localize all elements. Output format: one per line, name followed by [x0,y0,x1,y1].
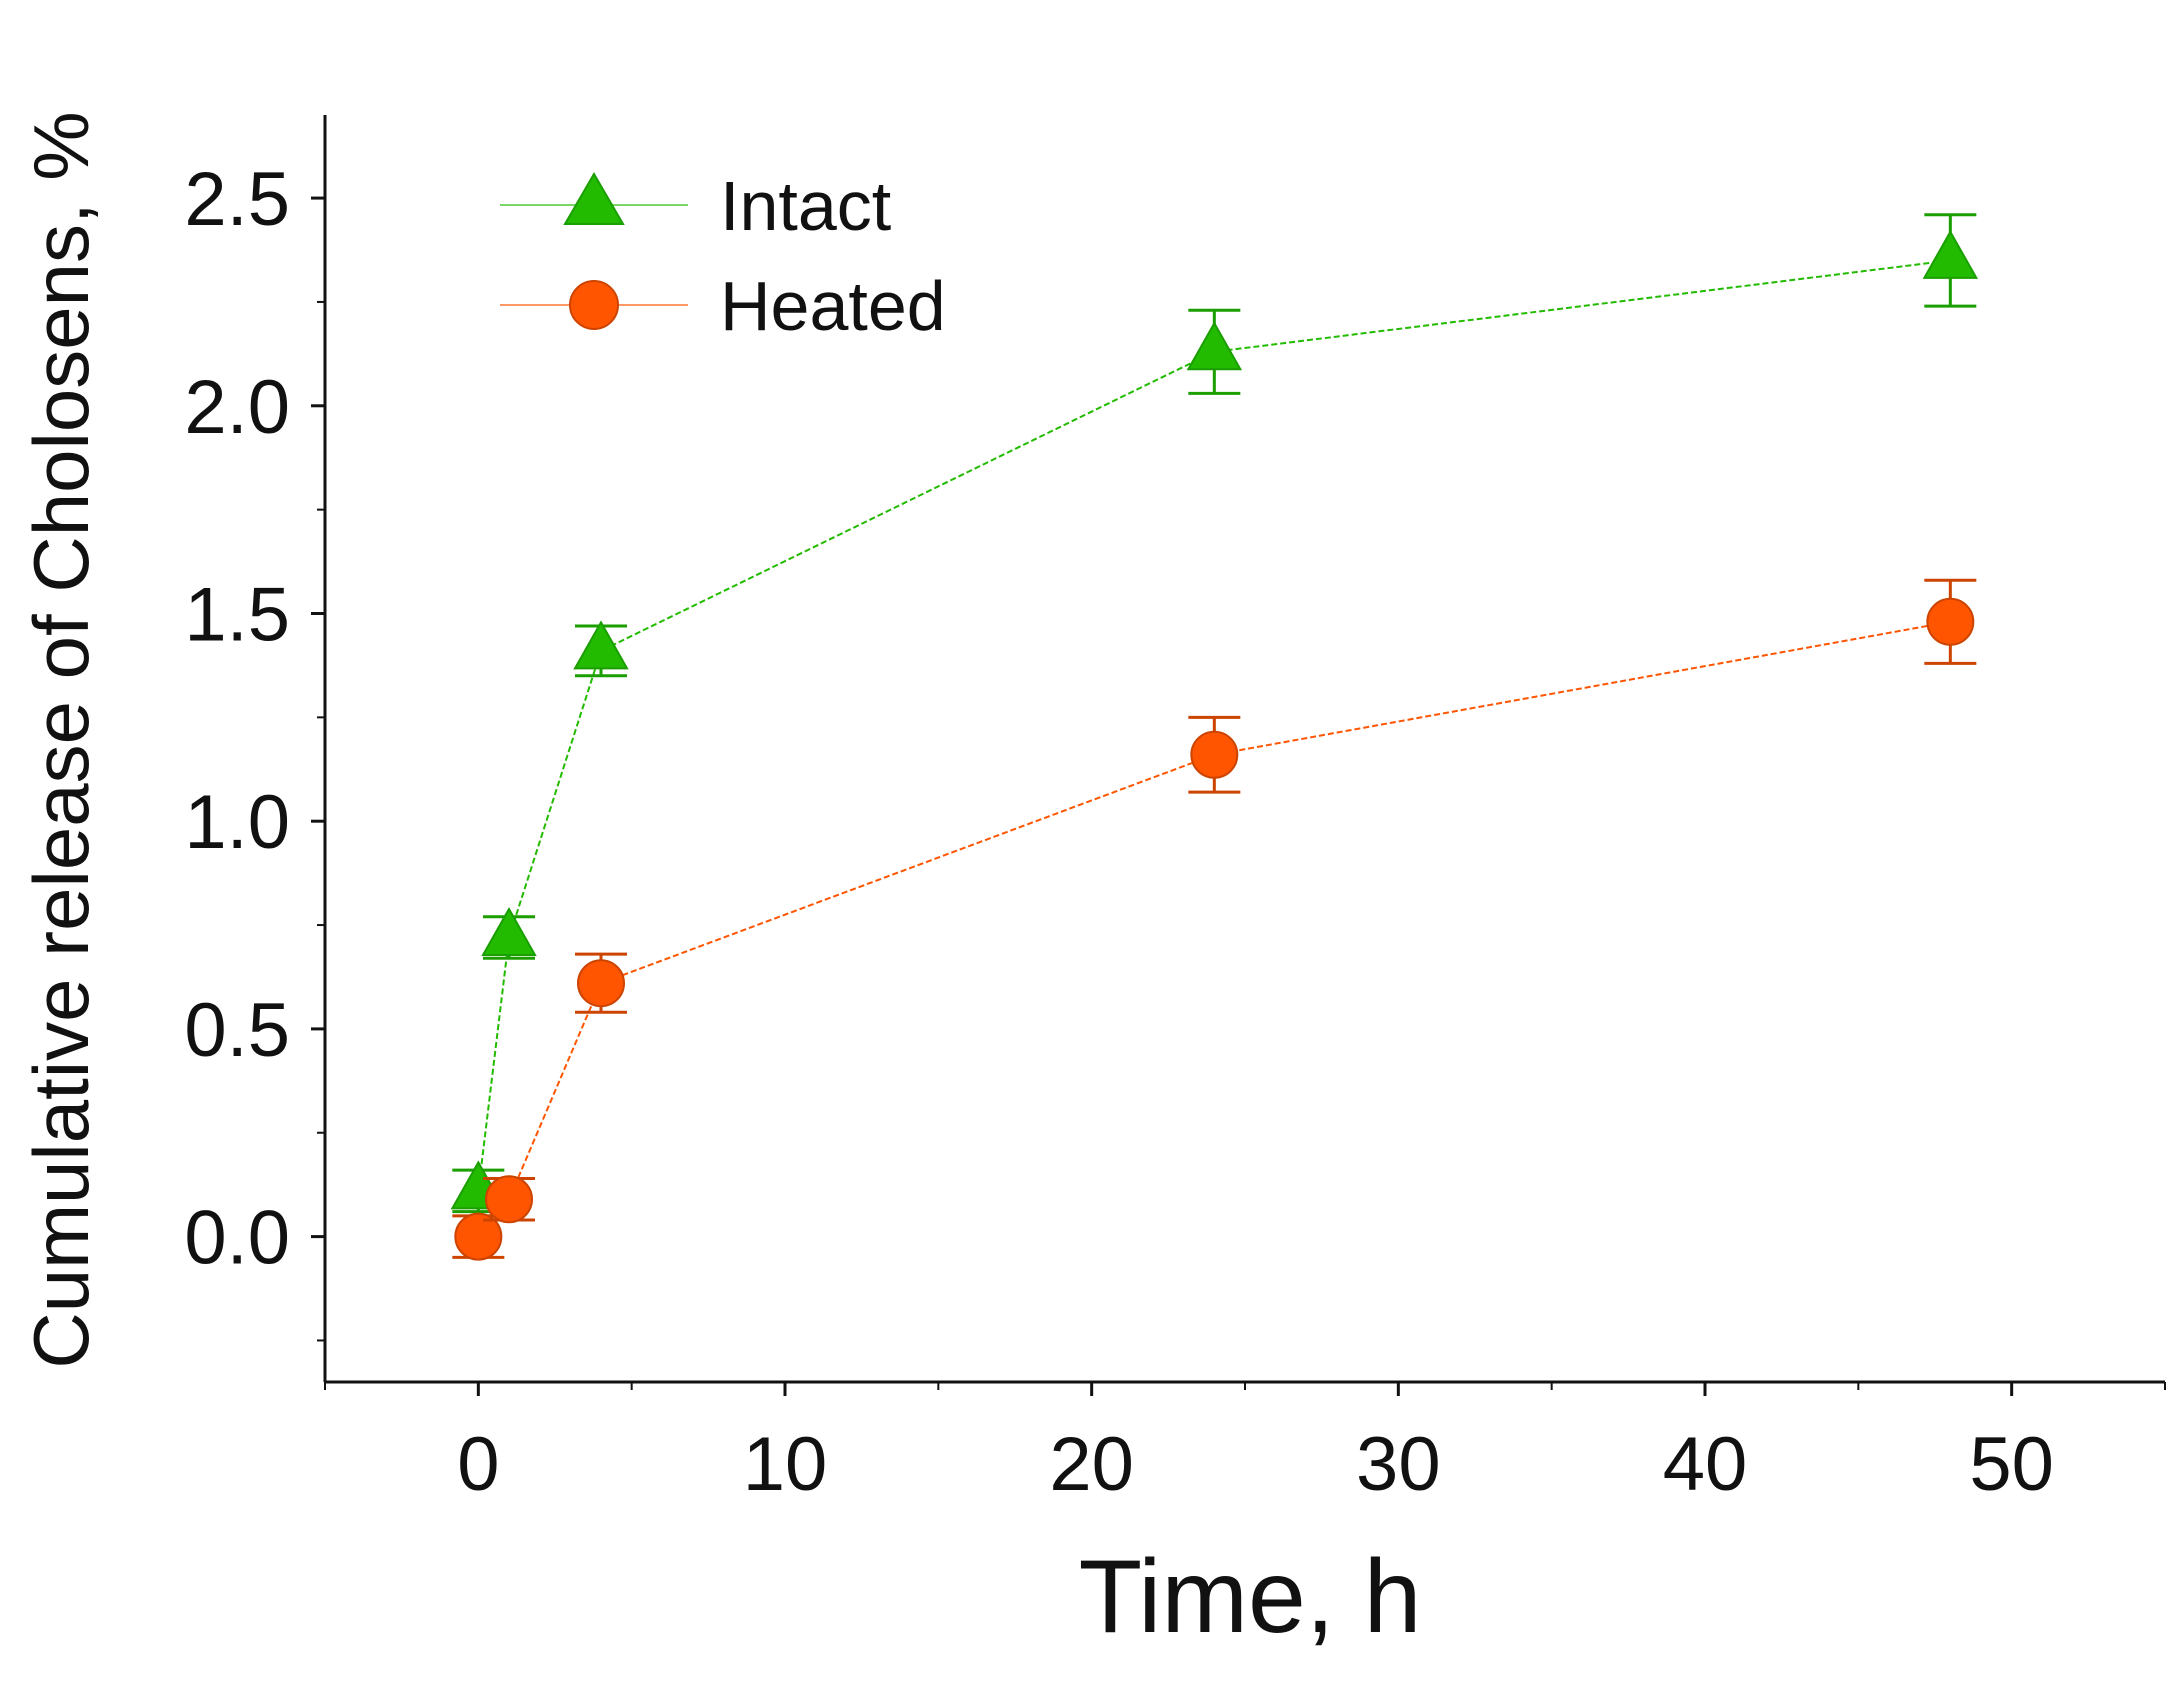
y-tick-label: 2.0 [184,365,290,450]
legend-item-heated: Heated [500,267,946,345]
x-tick-label: 20 [1049,1422,1134,1507]
data-point-circle [577,959,625,1008]
x-tick-label: 30 [1356,1422,1441,1507]
x-tick-label: 10 [743,1422,828,1507]
y-axis-title: Cumulative release of Cholosens, % [17,111,105,1368]
data-point-circle [1926,597,1975,646]
series-line [477,620,1951,1238]
data-point-triangle [1186,321,1243,371]
x-tick-label: 50 [1969,1422,2054,1507]
legend-marker-circle [569,280,619,330]
legend-item-intact: Intact [500,167,891,245]
data-point-triangle [481,906,537,956]
series-layer [450,213,1979,1261]
series-heated [452,578,1977,1261]
y-tick-label: 1.0 [184,780,290,865]
y-axis-ticks: 0.0 0.5 1.0 1.5 2.0 2.5 [184,157,325,1342]
y-tick-label: 0.5 [184,988,290,1073]
legend-marker-triangle [563,172,625,225]
series-line [477,259,1951,1192]
y-tick-label: 2.5 [184,157,290,242]
x-axis-title: Time, h [1079,1539,1422,1655]
x-tick-label: 40 [1663,1422,1748,1507]
legend-label: Heated [720,267,946,345]
data-point-circle [1190,730,1239,779]
data-point-triangle [573,620,629,670]
data-point-circle [485,1175,533,1224]
x-tick-label: 0 [457,1422,499,1507]
legend: Intact Heated [500,167,946,345]
legend-label: Intact [720,167,891,245]
y-tick-label: 0.0 [184,1196,290,1281]
data-point-circle [454,1212,503,1261]
series-intact [450,213,1979,1214]
data-point-triangle [1922,229,1979,279]
y-tick-label: 1.5 [184,572,290,657]
x-axis-ticks: 0 10 20 30 40 50 [324,1382,2166,1507]
